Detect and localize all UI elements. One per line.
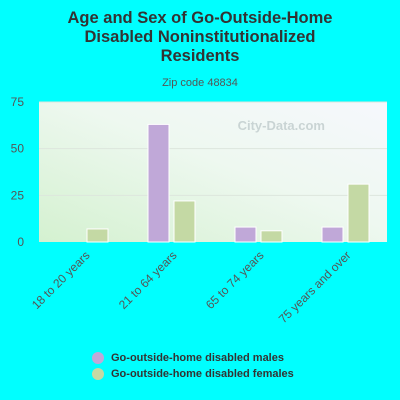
x-tick-label: 65 to 74 years xyxy=(203,248,267,312)
legend-item-females: Go-outside-home disabled females xyxy=(92,366,294,382)
bar-females xyxy=(86,228,109,243)
bar-males xyxy=(234,226,257,243)
bar-females xyxy=(173,200,196,243)
x-tick-label: 21 to 64 years xyxy=(116,248,180,312)
y-tick-label: 25 xyxy=(11,188,25,202)
bar-males xyxy=(147,123,170,243)
bar-females xyxy=(347,183,370,243)
legend-item-males: Go-outside-home disabled males xyxy=(92,350,294,366)
bar-females xyxy=(260,230,283,243)
legend-swatch-females xyxy=(92,368,104,380)
y-tick-label: 75 xyxy=(11,95,25,109)
plot-area xyxy=(39,102,387,242)
x-tick-label: 18 to 20 years xyxy=(29,248,93,312)
watermark: City-Data.com xyxy=(238,118,325,133)
legend-swatch-males xyxy=(92,352,104,364)
legend-label-males: Go-outside-home disabled males xyxy=(111,352,284,364)
y-tick-label: 50 xyxy=(11,142,25,156)
chart-subtitle: Zip code 48834 xyxy=(162,77,238,89)
x-tick-label: 75 years and over xyxy=(276,248,354,326)
legend-label-females: Go-outside-home disabled females xyxy=(111,368,294,380)
y-tick-label: 0 xyxy=(17,235,24,249)
legend: Go-outside-home disabled males Go-outsid… xyxy=(92,350,294,382)
chart-title: Age and Sex of Go-Outside-Home Disabled N… xyxy=(67,9,333,65)
bar-males xyxy=(321,226,344,243)
